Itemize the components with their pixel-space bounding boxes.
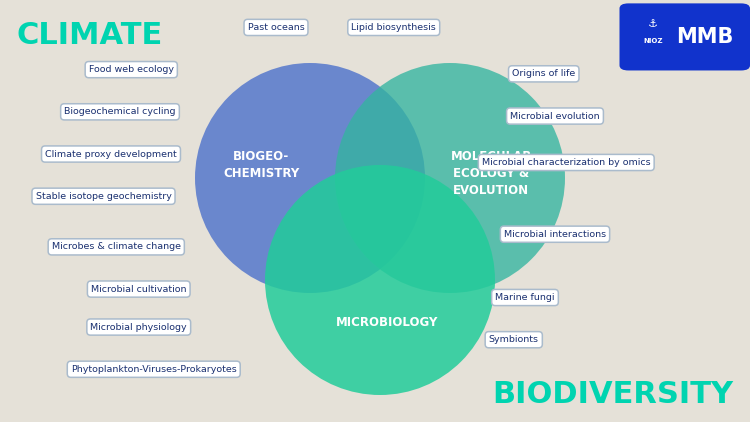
- Text: Microbial evolution: Microbial evolution: [510, 111, 600, 121]
- Text: Marine fungi: Marine fungi: [495, 293, 555, 302]
- Text: MMB: MMB: [676, 27, 734, 47]
- Ellipse shape: [195, 63, 425, 293]
- Text: MOLECULAR
ECOLOGY &
EVOLUTION: MOLECULAR ECOLOGY & EVOLUTION: [451, 150, 532, 197]
- Text: Past oceans: Past oceans: [248, 23, 304, 32]
- Text: Microbes & climate change: Microbes & climate change: [52, 242, 181, 252]
- Text: BIOGEO-
CHEMISTRY: BIOGEO- CHEMISTRY: [224, 150, 299, 180]
- Text: BIODIVERSITY: BIODIVERSITY: [493, 380, 734, 409]
- Text: NIOZ: NIOZ: [644, 38, 663, 44]
- Ellipse shape: [265, 165, 495, 395]
- Text: Microbial physiology: Microbial physiology: [91, 322, 187, 332]
- Text: Phytoplankton-Viruses-Prokaryotes: Phytoplankton-Viruses-Prokaryotes: [70, 365, 237, 374]
- Ellipse shape: [335, 63, 565, 293]
- Text: Origins of life: Origins of life: [512, 69, 575, 78]
- Text: Climate proxy development: Climate proxy development: [45, 149, 177, 159]
- Text: Stable isotope geochemistry: Stable isotope geochemistry: [35, 192, 172, 201]
- FancyBboxPatch shape: [620, 3, 750, 70]
- Text: Biogeochemical cycling: Biogeochemical cycling: [64, 107, 176, 116]
- Text: Lipid biosynthesis: Lipid biosynthesis: [351, 23, 436, 32]
- Text: ⚓: ⚓: [648, 19, 658, 30]
- Text: Symbionts: Symbionts: [489, 335, 538, 344]
- Text: Microbial cultivation: Microbial cultivation: [91, 284, 187, 294]
- Text: Food web ecology: Food web ecology: [88, 65, 174, 74]
- Text: Microbial interactions: Microbial interactions: [504, 230, 606, 239]
- Text: Microbial characterization by omics: Microbial characterization by omics: [482, 158, 650, 167]
- Text: CLIMATE: CLIMATE: [16, 22, 163, 50]
- Text: MICROBIOLOGY: MICROBIOLOGY: [336, 316, 439, 329]
